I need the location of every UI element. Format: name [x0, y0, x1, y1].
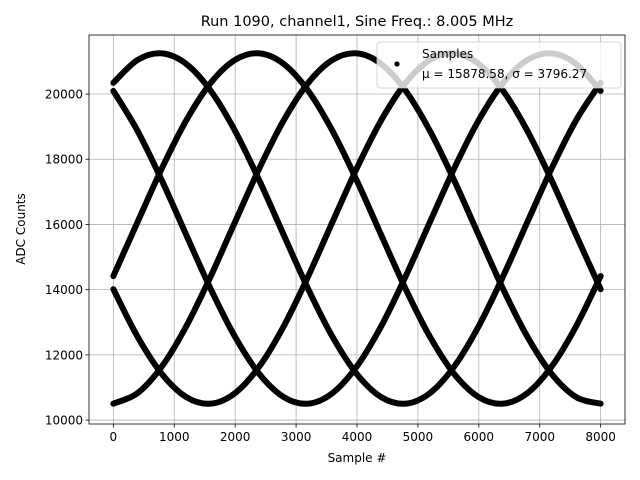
series-phase-2	[110, 50, 604, 407]
series-phase-4	[110, 50, 604, 407]
y-axis-label: ADC Counts	[14, 193, 28, 265]
legend: Samples μ = 15878.58, σ = 3796.27	[376, 41, 622, 89]
x-axis: 0 1000 2000 3000 4000 5000 6000 7000 8000	[110, 424, 616, 444]
x-tick-label: 6000	[464, 430, 495, 444]
y-tick-label: 14000	[45, 283, 83, 297]
data-series	[110, 50, 604, 407]
y-tick-label: 12000	[45, 348, 83, 362]
y-tick-label: 10000	[45, 414, 83, 428]
legend-label: Samples	[422, 47, 473, 61]
y-tick-label: 20000	[45, 88, 83, 102]
series-phase-0	[110, 50, 604, 407]
legend-box	[376, 41, 622, 89]
x-tick-label: 8000	[585, 430, 616, 444]
x-tick-label: 2000	[220, 430, 251, 444]
legend-marker	[394, 61, 400, 67]
x-tick-label: 3000	[281, 430, 312, 444]
x-tick-label: 0	[110, 430, 118, 444]
y-tick-label: 16000	[45, 218, 83, 232]
y-tick-label: 18000	[45, 153, 83, 167]
x-tick-label: 5000	[403, 430, 434, 444]
legend-stats: μ = 15878.58, σ = 3796.27	[422, 67, 587, 81]
series-phase-3	[110, 50, 604, 407]
x-axis-label: Sample #	[328, 451, 387, 465]
x-tick-label: 7000	[524, 430, 555, 444]
chart-title: Run 1090, channel1, Sine Freq.: 8.005 MH…	[201, 14, 514, 30]
x-tick-label: 1000	[159, 430, 190, 444]
y-axis: 10000 12000 14000 16000 18000 20000	[45, 88, 89, 428]
x-tick-label: 4000	[342, 430, 373, 444]
